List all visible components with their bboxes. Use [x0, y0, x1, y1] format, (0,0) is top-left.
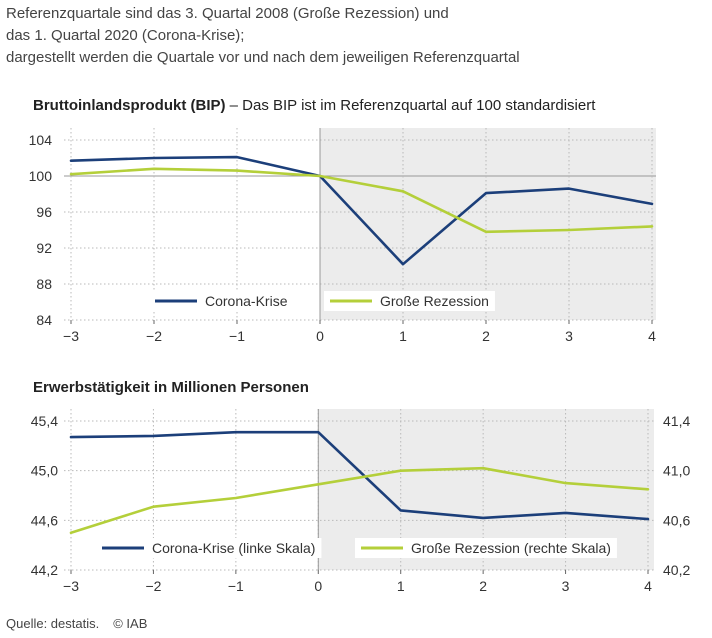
- intro-line-1: Referenzquartale sind das 3. Quartal 200…: [6, 5, 449, 22]
- bip-x-tick-label-0: −3: [63, 328, 79, 344]
- bip-series-corona-krise: [69, 155, 654, 266]
- bip-x-tick-label-4: 1: [399, 328, 407, 344]
- employment-y-tick-label-1: 44,6: [31, 512, 58, 528]
- bip-y-tick-label-3: 96: [36, 204, 52, 220]
- employment-y-tick-label-0: 44,2: [31, 562, 58, 578]
- bip-x-tick-label-3: 0: [316, 328, 324, 344]
- bip-legend-label-0: Corona-Krise: [205, 293, 288, 309]
- bip-legend-bg-0: [149, 291, 294, 311]
- bip-series-gro-e-rezession: [69, 167, 654, 234]
- employment-legend-label-0: Corona-Krise (linke Skala): [152, 540, 315, 556]
- copyright-text: © IAB: [113, 616, 148, 631]
- intro-text: Referenzquartale sind das 3. Quartal 200…: [6, 3, 520, 69]
- employment-x-tick-label-4: 1: [397, 578, 405, 594]
- bip-legend-label-1: Große Rezession: [380, 293, 489, 309]
- bip-y-tick-label-5: 104: [29, 132, 53, 148]
- bip-y-tick-label-1: 88: [36, 276, 52, 292]
- chart-title-employment-bold: Erwerbstätigkeit in Millionen Personen: [33, 379, 309, 396]
- employment-y-right-tick-label-3: 41,4: [663, 413, 690, 429]
- employment-x-tick-label-5: 2: [479, 578, 487, 594]
- employment-x-tick-label-0: −3: [63, 578, 79, 594]
- employment-series-gro-e-rezession-rechte-skala: [69, 466, 650, 535]
- source-text: Quelle: destatis.: [6, 616, 100, 631]
- employment-legend-label-1: Große Rezession (rechte Skala): [411, 540, 611, 556]
- employment-x-tick-label-7: 4: [644, 578, 652, 594]
- intro-line-3: dargestellt werden die Quartale vor und …: [6, 49, 520, 66]
- chart-title-bip-rest: – Das BIP ist im Referenzquartal auf 100…: [225, 97, 596, 114]
- bip-x-tick-label-7: 4: [648, 328, 656, 344]
- employment-y-right-tick-label-0: 40,2: [663, 562, 690, 578]
- employment-x-tick-label-3: 0: [314, 578, 322, 594]
- bip-y-tick-label-4: 100: [29, 168, 53, 184]
- employment-y-tick-label-3: 45,4: [31, 413, 58, 429]
- bip-x-tick-label-5: 2: [482, 328, 490, 344]
- chart-title-bip: Bruttoinlandsprodukt (BIP) – Das BIP ist…: [33, 97, 595, 114]
- employment-y-right-tick-label-1: 40,6: [663, 512, 690, 528]
- bip-x-tick-label-1: −2: [146, 328, 162, 344]
- chart-title-bip-bold: Bruttoinlandsprodukt (BIP): [33, 97, 226, 114]
- employment-x-tick-label-6: 3: [562, 578, 570, 594]
- intro-line-2: das 1. Quartal 2020 (Corona-Krise);: [6, 27, 245, 44]
- bip-y-tick-label-0: 84: [36, 312, 52, 328]
- employment-y-tick-label-2: 45,0: [31, 463, 58, 479]
- employment-legend-bg-0: [96, 538, 322, 558]
- bip-y-tick-label-2: 92: [36, 240, 52, 256]
- employment-x-tick-label-2: −1: [228, 578, 244, 594]
- bip-legend-bg-1: [324, 291, 495, 311]
- employment-x-tick-label-1: −2: [145, 578, 161, 594]
- chart-title-employment: Erwerbstätigkeit in Millionen Personen: [33, 379, 309, 396]
- bip-x-tick-label-2: −1: [229, 328, 245, 344]
- employment-legend-bg-1: [355, 538, 617, 558]
- employment-series-corona-krise-linke-skala: [69, 430, 650, 521]
- bip-x-tick-label-6: 3: [565, 328, 573, 344]
- source-footer: Quelle: destatis. © IAB: [6, 616, 161, 631]
- employment-y-right-tick-label-2: 41,0: [663, 463, 690, 479]
- bip-shaded-region: [320, 128, 656, 320]
